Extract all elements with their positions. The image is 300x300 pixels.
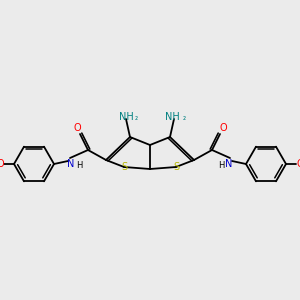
Text: H: H [76,160,82,169]
Text: O: O [219,123,227,133]
Text: S: S [121,162,127,172]
Text: H: H [218,160,224,169]
Text: O: O [73,123,81,133]
Text: ₂: ₂ [134,112,138,122]
Text: S: S [173,162,179,172]
Text: ₂: ₂ [182,112,186,122]
Text: O: O [296,159,300,169]
Text: N: N [225,159,233,169]
Text: NH: NH [165,112,179,122]
Text: O: O [0,159,4,169]
Text: N: N [67,159,75,169]
Text: NH: NH [118,112,134,122]
